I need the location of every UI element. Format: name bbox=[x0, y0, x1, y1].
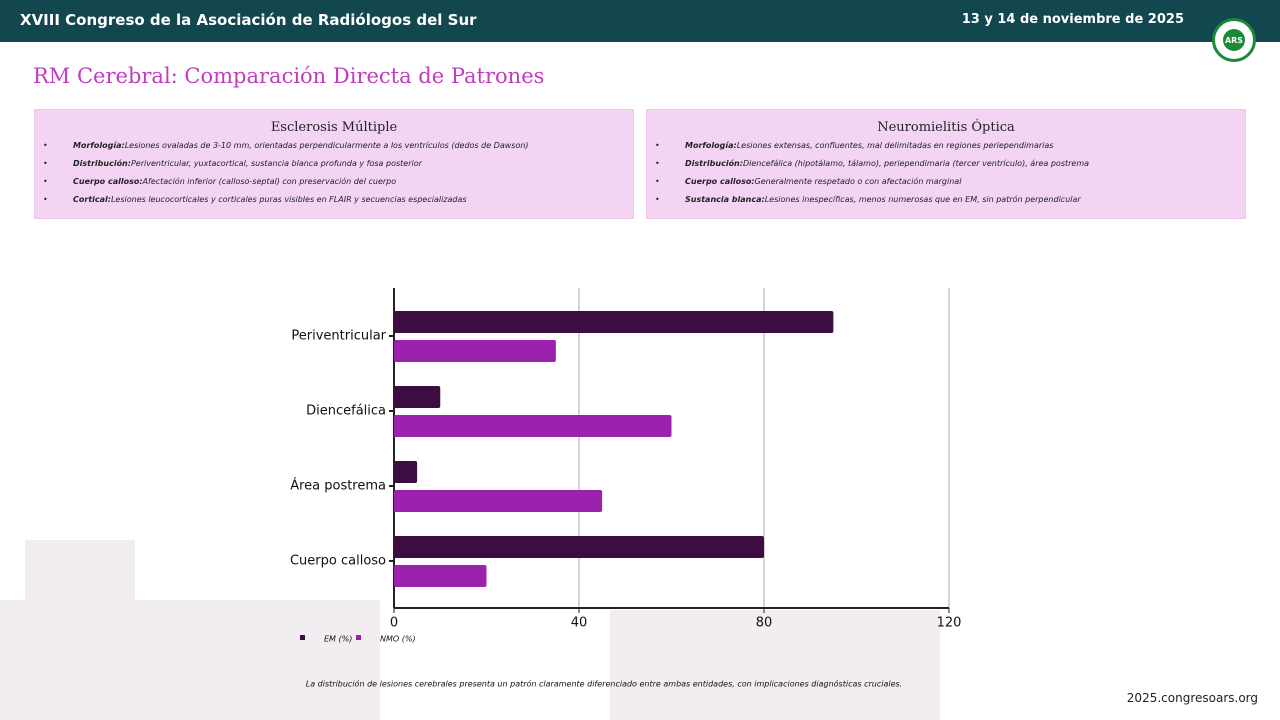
card-item: Cuerpo calloso:Generalmente respetado o … bbox=[655, 177, 1245, 195]
item-label: Distribución: bbox=[73, 159, 131, 168]
y-tick-label: Área postrema bbox=[290, 478, 386, 494]
bar bbox=[394, 415, 672, 437]
item-text: Generalmente respetado o con afectación … bbox=[754, 177, 962, 186]
bar bbox=[394, 311, 834, 333]
item-label: Cuerpo calloso: bbox=[685, 177, 755, 186]
bar bbox=[394, 565, 487, 587]
y-tick-label: Diencefálica bbox=[306, 404, 386, 419]
item-text: Lesiones leucocorticales y corticales pu… bbox=[110, 195, 467, 204]
item-label: Distribución: bbox=[685, 159, 743, 168]
item-label: Cuerpo calloso: bbox=[73, 177, 143, 186]
item-text: Periventricular, yuxtacortical, sustanci… bbox=[130, 159, 422, 168]
item-text: Diencefálica (hipotálamo, tálamo), perie… bbox=[742, 159, 1090, 168]
legend-swatch bbox=[356, 635, 361, 640]
card-item: Cortical:Lesiones leucocorticales y cort… bbox=[43, 195, 633, 213]
x-tick-label: 40 bbox=[571, 616, 588, 631]
legend-label: EM (%) bbox=[324, 635, 352, 644]
footer: 2025.congresoars.org bbox=[1126, 691, 1258, 705]
item-text: Lesiones extensas, confluentes, mal deli… bbox=[736, 141, 1054, 150]
item-label: Morfología: bbox=[685, 141, 737, 150]
decor bbox=[610, 610, 940, 720]
logo-text: ARS bbox=[1223, 29, 1245, 51]
card: Esclerosis Múltiple Morfología:Lesiones o… bbox=[34, 109, 634, 219]
card-item: Distribución:Diencefálica (hipotálamo, t… bbox=[655, 159, 1245, 177]
item-label: Sustancia blanca: bbox=[685, 195, 765, 204]
caption: La distribución de lesiones cerebrales p… bbox=[306, 679, 902, 689]
x-tick-label: 0 bbox=[390, 616, 398, 631]
chart: 0 40 80 120 Periventricular Diencefálica Área … bbox=[290, 288, 962, 689]
bar bbox=[394, 340, 556, 362]
item-text: Lesiones ovaladas de 3-10 mm, orientadas… bbox=[124, 141, 529, 150]
card-item: Morfología:Lesiones extensas, confluente… bbox=[655, 141, 1245, 159]
bar bbox=[394, 490, 603, 512]
item-text: Afectación inferior (calloso-septal) con… bbox=[142, 177, 397, 186]
header: XVIII Congreso de la Asociación de Radió… bbox=[0, 0, 1280, 42]
card-title: Neuromielitis Óptica bbox=[877, 120, 1015, 135]
logo: ARS bbox=[1212, 18, 1256, 62]
card-list: Morfología:Lesiones ovaladas de 3-10 mm,… bbox=[35, 141, 633, 213]
card-list: Morfología:Lesiones extensas, confluente… bbox=[647, 141, 1245, 213]
card-item: Morfología:Lesiones ovaladas de 3-10 mm,… bbox=[43, 141, 633, 159]
card: Neuromielitis ÓpticaMorfología:Lesiones … bbox=[646, 109, 1246, 219]
x-tick-label: 80 bbox=[756, 616, 773, 631]
card-title: Esclerosis Múltiple bbox=[270, 120, 398, 135]
bar bbox=[394, 386, 441, 408]
decor bbox=[0, 600, 380, 720]
bar bbox=[394, 536, 764, 558]
item-text: Lesiones inespecíficas, menos numerosas … bbox=[764, 195, 1081, 204]
card-item: Cuerpo calloso:Afectación inferior (call… bbox=[43, 177, 633, 195]
legend-swatch bbox=[300, 635, 305, 640]
header-title: XVIII Congreso de la Asociación de Radió… bbox=[20, 11, 477, 29]
legend-label: NMO (%) bbox=[380, 635, 416, 644]
header-date: 13 y 14 de noviembre de 2025 bbox=[961, 12, 1184, 27]
card-item: Distribución:Periventricular, yuxtacorti… bbox=[43, 159, 633, 177]
card-item: Sustancia blanca:Lesiones inespecíficas,… bbox=[655, 195, 1245, 213]
y-tick-label: Cuerpo calloso bbox=[290, 554, 386, 569]
x-tick-label: 120 bbox=[937, 616, 962, 631]
y-tick-label: Periventricular bbox=[291, 329, 386, 344]
item-label: Morfología: bbox=[73, 141, 125, 150]
bar bbox=[394, 461, 418, 483]
item-label: Cortical: bbox=[73, 195, 111, 204]
slide-title: RM Cerebral: Comparación Directa de Patr… bbox=[33, 64, 545, 88]
